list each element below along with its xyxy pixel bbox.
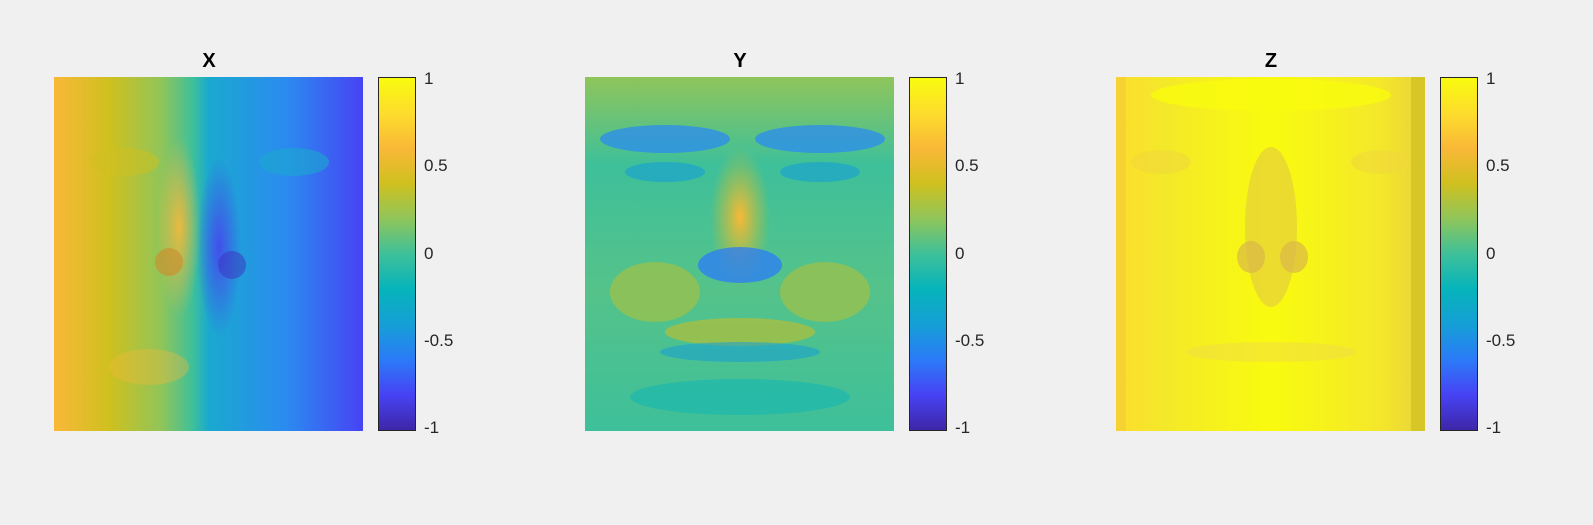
colorbar-tick-label: 1 (1486, 69, 1496, 88)
subplot-y: Y (585, 0, 1065, 525)
colorbar-tick-label: -0.5 (424, 331, 454, 350)
colorbar-tick-label: 0 (1486, 244, 1496, 263)
subplot-z: Z (1116, 0, 1593, 525)
colorbar-z (1440, 77, 1478, 431)
subplot-x: X (54, 0, 534, 525)
heatmap-x (54, 77, 363, 431)
colorbar-tick-label: 0.5 (955, 156, 979, 175)
colorbar-tick-label: 0 (424, 244, 434, 263)
colorbar-x (378, 77, 416, 431)
subplot-title: X (202, 50, 216, 72)
colorbar-x-gradient (379, 78, 415, 430)
colorbar-tick-label: -0.5 (1486, 331, 1516, 350)
colorbar-tick-label: -1 (424, 418, 440, 437)
heatmap-y-image (585, 77, 894, 431)
heatmap-x-image (54, 77, 363, 431)
colorbar-tick-label: 0.5 (1486, 156, 1510, 175)
colorbar-tick-label: 0.5 (424, 156, 448, 175)
heatmap-z (1116, 77, 1425, 431)
colorbar-z-gradient (1441, 78, 1477, 430)
colorbar-tick-label: -1 (1486, 418, 1502, 437)
colorbar-tick-label: 0 (955, 244, 965, 263)
colorbar-tick-label: -1 (955, 418, 971, 437)
heatmap-y (585, 77, 894, 431)
heatmap-z-image (1116, 77, 1425, 431)
colorbar-tick-label: 1 (424, 69, 434, 88)
subplot-title: Z (1264, 50, 1278, 72)
colorbar-y (909, 77, 947, 431)
subplot-title: Y (733, 50, 747, 72)
colorbar-y-gradient (910, 78, 946, 430)
colorbar-tick-label: -0.5 (955, 331, 985, 350)
colorbar-tick-label: 1 (955, 69, 965, 88)
